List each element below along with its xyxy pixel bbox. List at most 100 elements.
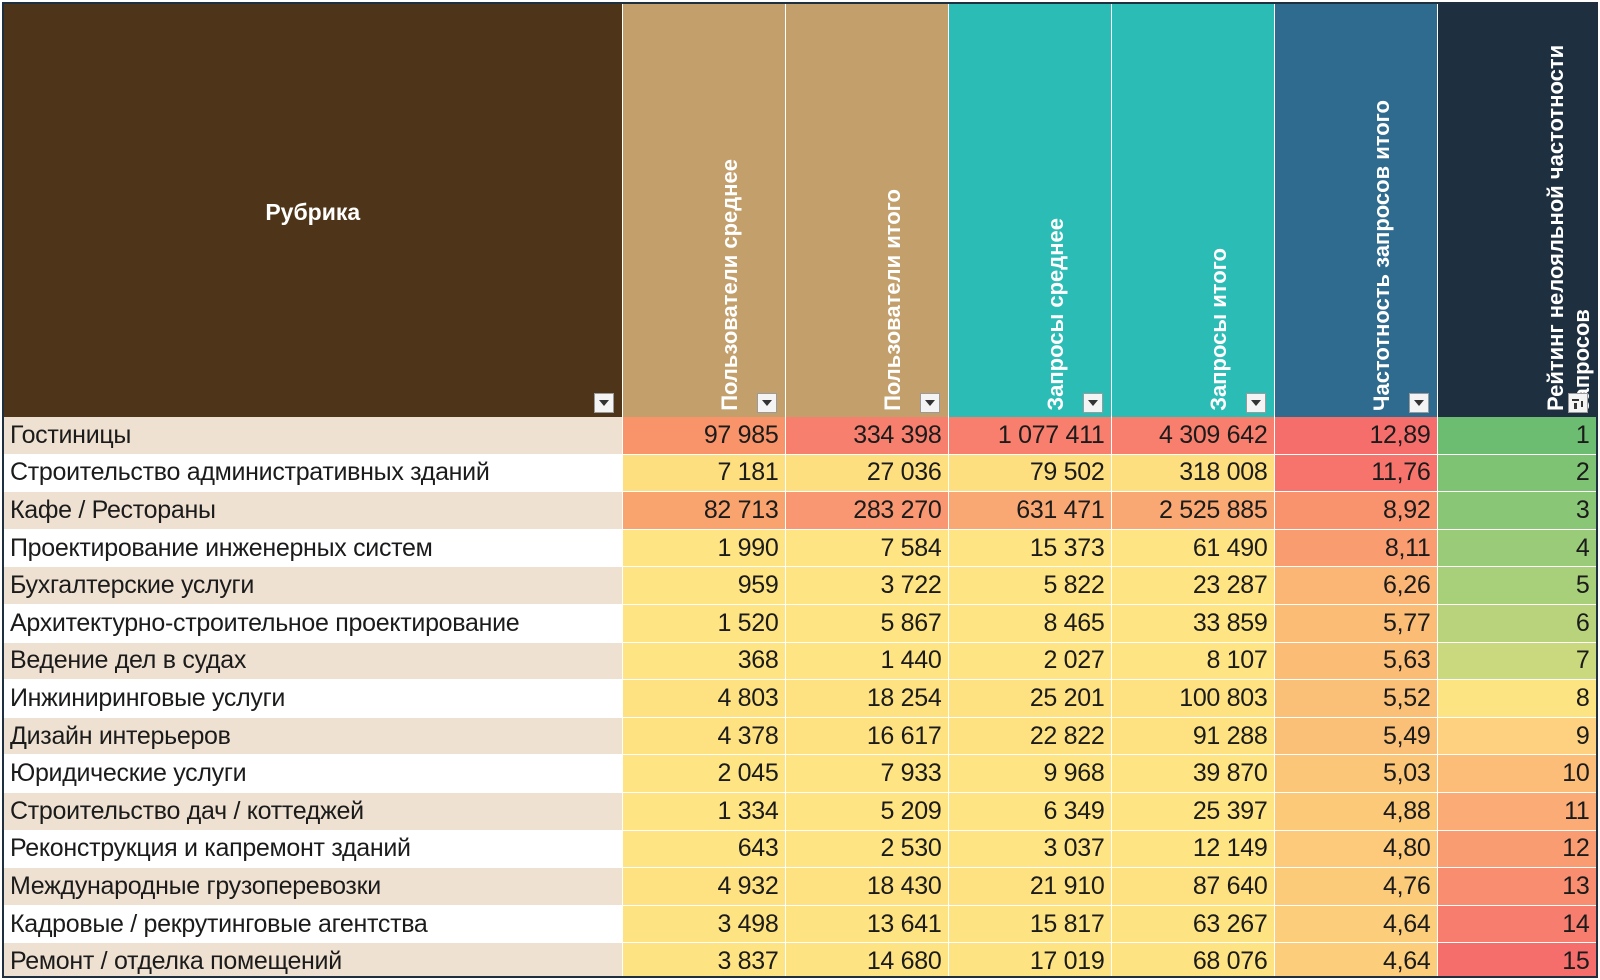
cell-rubrika[interactable]: Строительство дач / коттеджей (4, 792, 623, 831)
cell-value[interactable]: 959 (622, 566, 786, 605)
cell-value[interactable]: 8,11 (1274, 529, 1438, 568)
cell-rubrika[interactable]: Инжиниринговые услуги (4, 679, 623, 718)
cell-value[interactable]: 4 378 (622, 717, 786, 756)
cell-value[interactable]: 68 076 (1111, 942, 1275, 976)
cell-value[interactable]: 6,26 (1274, 566, 1438, 605)
cell-rubrika[interactable]: Проектирование инженерных систем (4, 529, 623, 568)
cell-value[interactable]: 87 640 (1111, 867, 1275, 906)
cell-value[interactable]: 63 267 (1111, 905, 1275, 944)
cell-value[interactable]: 33 859 (1111, 604, 1275, 643)
cell-value[interactable]: 3 722 (785, 566, 949, 605)
cell-value[interactable]: 18 430 (785, 867, 949, 906)
cell-value[interactable]: 11 (1437, 792, 1596, 831)
cell-value[interactable]: 17 019 (948, 942, 1112, 976)
cell-value[interactable]: 2 (1437, 454, 1596, 493)
filter-dropdown-icon[interactable] (1408, 393, 1429, 413)
cell-value[interactable]: 39 870 (1111, 754, 1275, 793)
cell-value[interactable]: 5 (1437, 566, 1596, 605)
cell-rubrika[interactable]: Кадровые / рекрутинговые агентства (4, 905, 623, 944)
cell-value[interactable]: 5 822 (948, 566, 1112, 605)
cell-value[interactable]: 14 (1437, 905, 1596, 944)
cell-rubrika[interactable]: Реконструкция и капремонт зданий (4, 830, 623, 869)
cell-value[interactable]: 61 490 (1111, 529, 1275, 568)
cell-value[interactable]: 334 398 (785, 417, 949, 455)
cell-value[interactable]: 1 990 (622, 529, 786, 568)
cell-value[interactable]: 10 (1437, 754, 1596, 793)
cell-value[interactable]: 1 520 (622, 604, 786, 643)
cell-value[interactable]: 4,64 (1274, 942, 1438, 976)
sort-filter-active-icon[interactable] (1567, 393, 1588, 413)
cell-value[interactable]: 8 107 (1111, 642, 1275, 681)
cell-value[interactable]: 1 077 411 (948, 417, 1112, 455)
cell-value[interactable]: 4 803 (622, 679, 786, 718)
cell-value[interactable]: 27 036 (785, 454, 949, 493)
cell-value[interactable]: 12 (1437, 830, 1596, 869)
cell-value[interactable]: 12,89 (1274, 417, 1438, 455)
cell-rubrika[interactable]: Ремонт / отделка помещений (4, 942, 623, 976)
cell-value[interactable]: 1 (1437, 417, 1596, 455)
cell-value[interactable]: 4 (1437, 529, 1596, 568)
cell-value[interactable]: 16 617 (785, 717, 949, 756)
cell-value[interactable]: 4,76 (1274, 867, 1438, 906)
cell-value[interactable]: 2 525 885 (1111, 491, 1275, 530)
cell-value[interactable]: 5,03 (1274, 754, 1438, 793)
filter-dropdown-icon[interactable] (756, 393, 777, 413)
cell-value[interactable]: 5 209 (785, 792, 949, 831)
cell-value[interactable]: 3 498 (622, 905, 786, 944)
cell-value[interactable]: 3 037 (948, 830, 1112, 869)
filter-dropdown-icon[interactable] (919, 393, 940, 413)
cell-value[interactable]: 4 932 (622, 867, 786, 906)
cell-value[interactable]: 25 397 (1111, 792, 1275, 831)
cell-value[interactable]: 82 713 (622, 491, 786, 530)
cell-value[interactable]: 91 288 (1111, 717, 1275, 756)
cell-value[interactable]: 9 968 (948, 754, 1112, 793)
cell-value[interactable]: 22 822 (948, 717, 1112, 756)
cell-value[interactable]: 15 373 (948, 529, 1112, 568)
cell-value[interactable]: 13 641 (785, 905, 949, 944)
filter-dropdown-icon[interactable] (593, 393, 614, 413)
cell-value[interactable]: 7 (1437, 642, 1596, 681)
cell-value[interactable]: 21 910 (948, 867, 1112, 906)
cell-value[interactable]: 5,63 (1274, 642, 1438, 681)
cell-value[interactable]: 18 254 (785, 679, 949, 718)
cell-value[interactable]: 643 (622, 830, 786, 869)
cell-value[interactable]: 318 008 (1111, 454, 1275, 493)
cell-value[interactable]: 13 (1437, 867, 1596, 906)
cell-rubrika[interactable]: Гостиницы (4, 417, 623, 455)
cell-value[interactable]: 6 349 (948, 792, 1112, 831)
cell-rubrika[interactable]: Архитектурно-строительное проектирование (4, 604, 623, 643)
cell-value[interactable]: 8 465 (948, 604, 1112, 643)
cell-rubrika[interactable]: Ведение дел в судах (4, 642, 623, 681)
cell-value[interactable]: 283 270 (785, 491, 949, 530)
cell-value[interactable]: 4,88 (1274, 792, 1438, 831)
cell-value[interactable]: 9 (1437, 717, 1596, 756)
cell-value[interactable]: 1 440 (785, 642, 949, 681)
cell-value[interactable]: 11,76 (1274, 454, 1438, 493)
cell-value[interactable]: 6 (1437, 604, 1596, 643)
cell-value[interactable]: 12 149 (1111, 830, 1275, 869)
cell-value[interactable]: 631 471 (948, 491, 1112, 530)
cell-value[interactable]: 8,92 (1274, 491, 1438, 530)
cell-value[interactable]: 79 502 (948, 454, 1112, 493)
cell-value[interactable]: 15 817 (948, 905, 1112, 944)
cell-value[interactable]: 368 (622, 642, 786, 681)
filter-dropdown-icon[interactable] (1245, 393, 1266, 413)
cell-value[interactable]: 4,80 (1274, 830, 1438, 869)
cell-value[interactable]: 4 309 642 (1111, 417, 1275, 455)
cell-rubrika[interactable]: Кафе / Рестораны (4, 491, 623, 530)
cell-rubrika[interactable]: Международные грузоперевозки (4, 867, 623, 906)
cell-value[interactable]: 5,52 (1274, 679, 1438, 718)
cell-value[interactable]: 7 181 (622, 454, 786, 493)
cell-value[interactable]: 4,64 (1274, 905, 1438, 944)
cell-value[interactable]: 5 867 (785, 604, 949, 643)
cell-value[interactable]: 2 045 (622, 754, 786, 793)
cell-value[interactable]: 7 584 (785, 529, 949, 568)
cell-value[interactable]: 1 334 (622, 792, 786, 831)
cell-value[interactable]: 2 027 (948, 642, 1112, 681)
cell-rubrika[interactable]: Юридические услуги (4, 754, 623, 793)
cell-value[interactable]: 8 (1437, 679, 1596, 718)
cell-rubrika[interactable]: Бухгалтерские услуги (4, 566, 623, 605)
filter-dropdown-icon[interactable] (1082, 393, 1103, 413)
cell-value[interactable]: 2 530 (785, 830, 949, 869)
cell-value[interactable]: 100 803 (1111, 679, 1275, 718)
